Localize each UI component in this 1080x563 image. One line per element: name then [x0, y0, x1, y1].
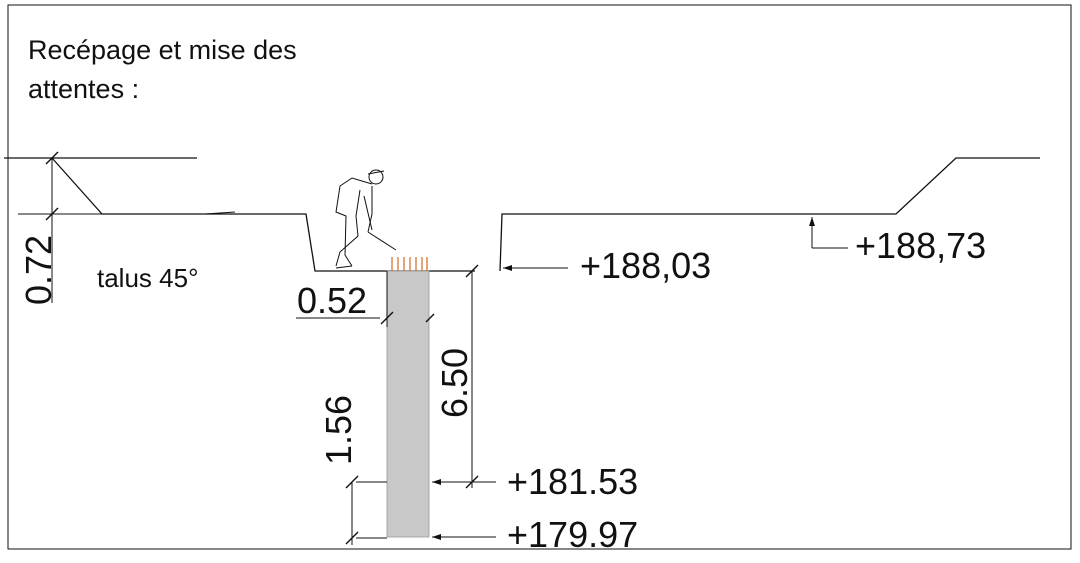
dim-rebar-length-value: 1.56 [318, 395, 359, 465]
bench-mark [204, 211, 236, 215]
dim-cut-length: 0.52 [296, 271, 435, 327]
rebar-starters [391, 257, 428, 271]
level-ground-value: +188,73 [855, 225, 986, 266]
left-slope-and-bench [51, 157, 475, 272]
title-line-2: attentes : [28, 74, 139, 104]
level-excavation-bottom-value: +188,03 [580, 245, 711, 286]
level-cut: +181.53 [432, 461, 638, 502]
pile [386, 270, 430, 538]
title-line-1: Recépage et mise des [28, 35, 297, 65]
dim-pile-length: 6.50 [434, 264, 479, 489]
level-excavation-bottom: +188,03 [503, 245, 711, 286]
dim-rebar-length: 1.56 [318, 395, 387, 545]
level-pile-toe-value: +179.97 [507, 514, 638, 555]
terrain-profile [4, 157, 1040, 272]
worker-figure [335, 169, 397, 269]
dim-pile-length-value: 6.50 [434, 348, 475, 418]
slope-note: talus 45° [97, 263, 198, 293]
dim-excavation-depth-value: 0.72 [18, 235, 59, 305]
level-cut-value: +181.53 [507, 461, 638, 502]
level-pile-toe: +179.97 [432, 514, 638, 555]
level-ground: +188,73 [809, 217, 986, 266]
dim-cut-length-value: 0.52 [297, 280, 367, 321]
right-trench-and-bench [499, 157, 1040, 272]
drawing-frame [7, 4, 1072, 550]
dim-excavation-depth: 0.72 [18, 151, 102, 305]
